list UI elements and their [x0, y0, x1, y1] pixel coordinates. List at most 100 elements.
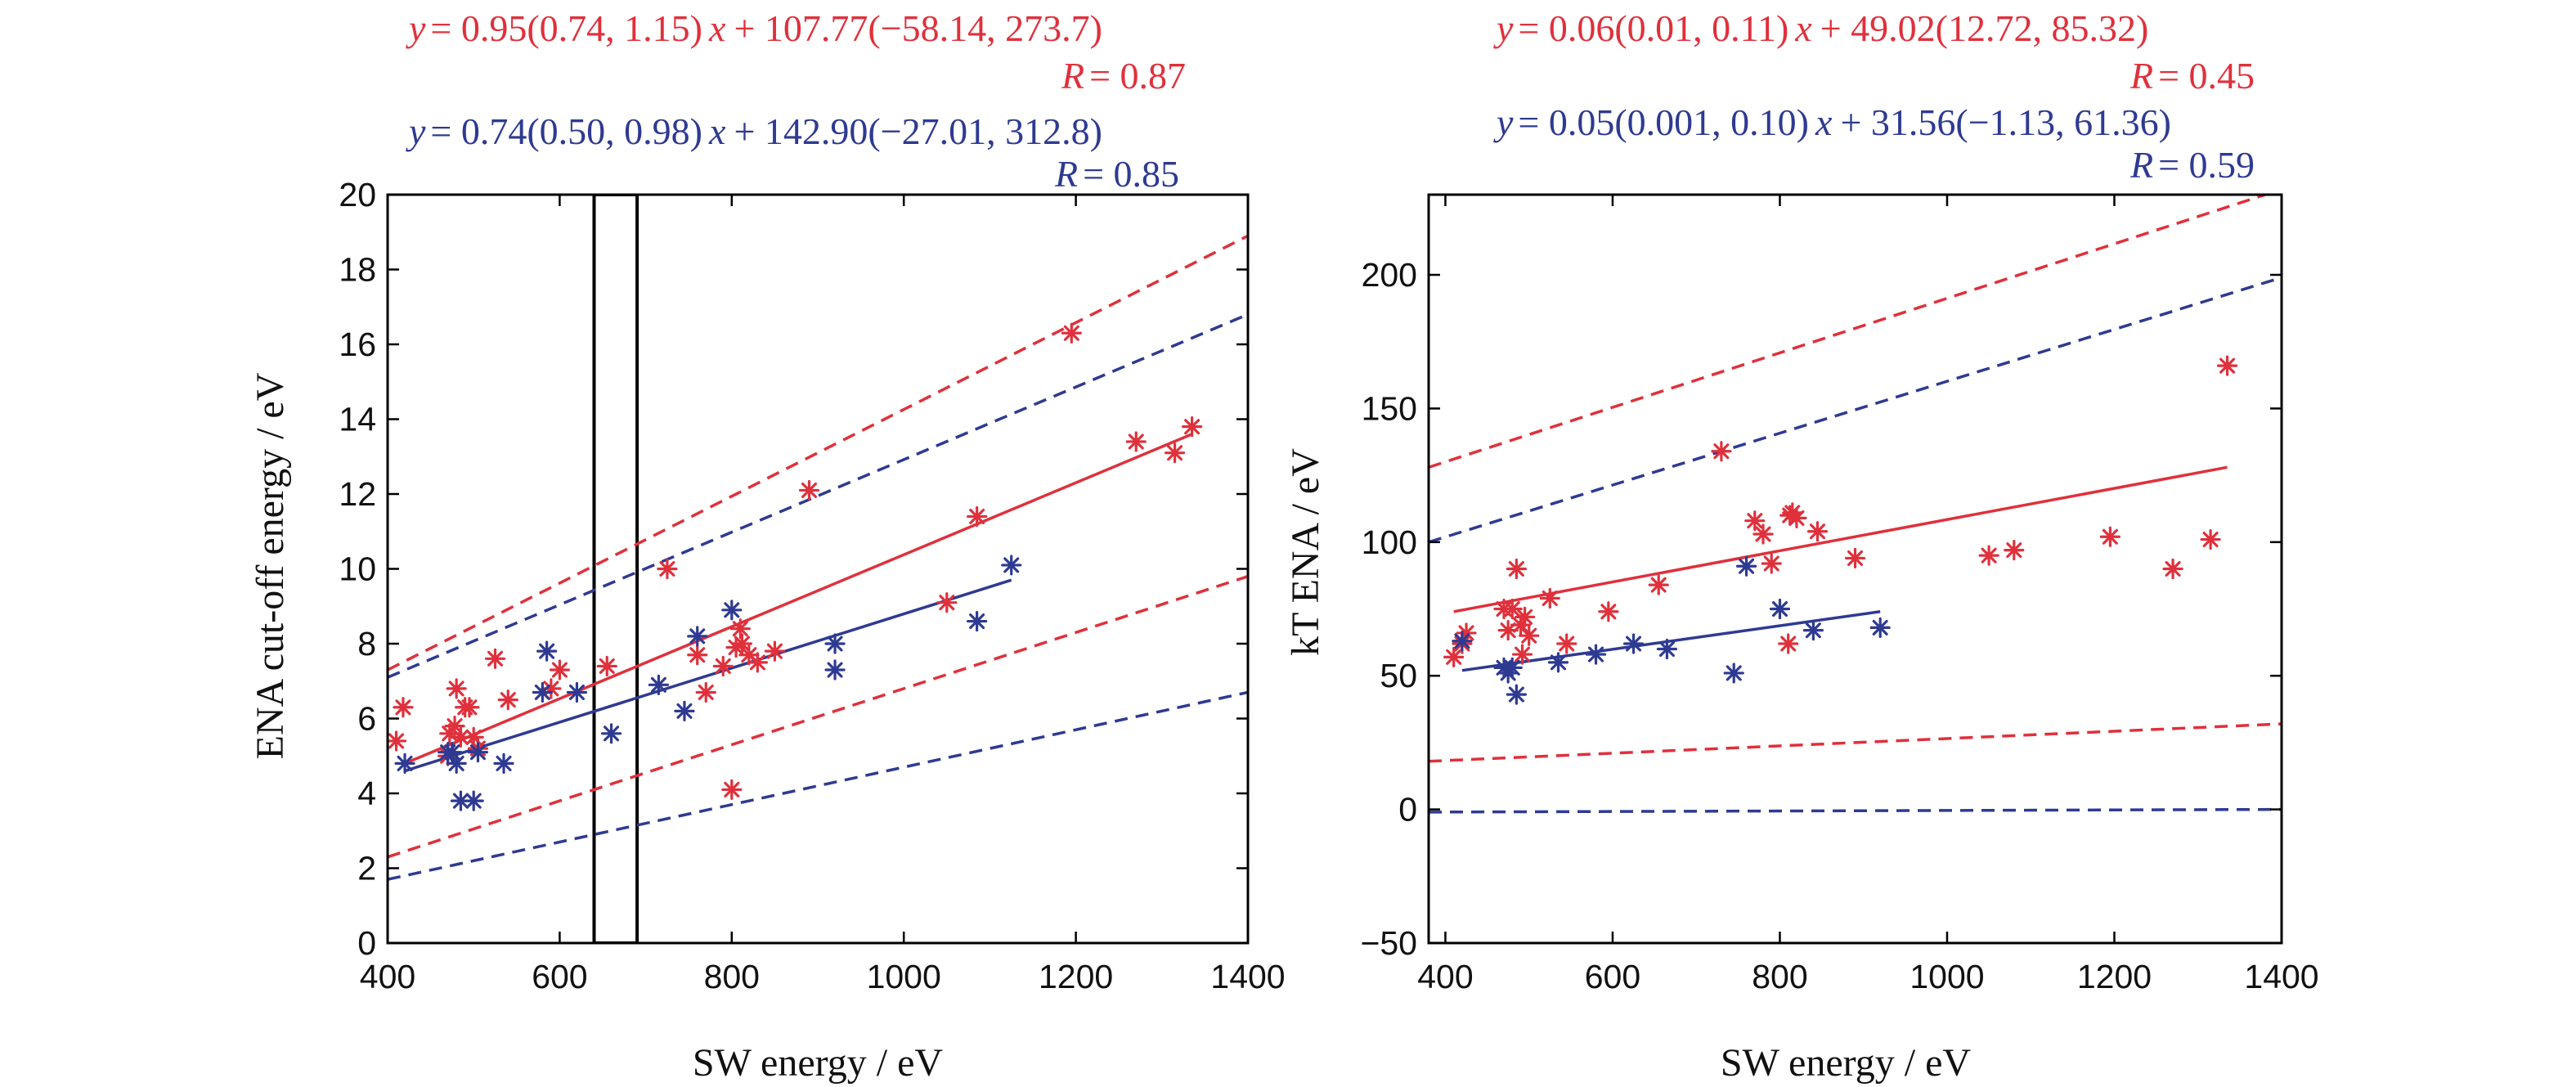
right-blue-fit-line: [1461, 610, 1881, 672]
right-blue-confidence-upper: [1429, 276, 2282, 544]
right-axes-frame: [1427, 193, 2283, 945]
left-red-data-point: [936, 592, 958, 613]
left-x-axis-label: SW energy / eV: [693, 1041, 944, 1085]
left-x-tick-label: 600: [532, 958, 587, 995]
right-blue-data-point: [1735, 555, 1757, 577]
left-blue-data-point: [687, 626, 708, 647]
left-red-data-point: [497, 689, 518, 711]
left-red-fit-line: [404, 433, 1193, 766]
right-x-tick-label: 1000: [1910, 958, 1984, 995]
left-axes-frame: [386, 193, 1250, 945]
left-plot-area: [388, 195, 1248, 943]
left-blue-data-point: [493, 752, 514, 775]
left-blue-confidence-lower: [388, 690, 1248, 881]
left-y-tick-label: 4: [357, 775, 376, 812]
left-red-data-point: [764, 640, 786, 662]
right-blue-r-value: R = 0.59: [2129, 144, 2255, 186]
right-x-tick-label: 1400: [2244, 958, 2318, 995]
right-blue-data-point: [1501, 657, 1523, 679]
left-red-data-point: [1125, 431, 1147, 452]
left-red-r-value: R = 0.87: [1061, 55, 1186, 97]
right-blue-data-point: [1769, 598, 1791, 620]
right-red-equation: y = 0.06(0.01, 0.11) x + 49.02(12.72, 85.32…: [1493, 7, 2148, 49]
right-x-tick-label: 600: [1585, 958, 1640, 995]
right-blue-data-point: [1723, 663, 1744, 684]
right-red-data-point: [1711, 441, 1732, 462]
left-y-tick-label: 16: [339, 326, 376, 363]
left-y-tick-label: 20: [339, 176, 376, 213]
right-blue-data-point: [1869, 617, 1891, 638]
left-blue-data-point: [721, 600, 743, 621]
left-blue-data-point: [394, 752, 415, 775]
left-red-data-point: [459, 697, 480, 718]
left-red-data-point: [747, 652, 768, 673]
left-y-tick-label: 18: [339, 251, 376, 289]
right-plot-area: [1429, 195, 2282, 814]
left-y-tick-label: 8: [357, 625, 376, 663]
left-x-tick-label: 400: [360, 958, 415, 995]
left-y-tick-label: 0: [357, 924, 376, 962]
left-red-data-point: [549, 659, 571, 680]
left-red-data-point: [687, 645, 708, 666]
left-red-data-point: [695, 681, 716, 703]
left-blue-confidence-upper: [388, 312, 1248, 679]
right-red-data-point: [1844, 547, 1866, 569]
left-blue-equation: y = 0.74(0.50, 0.98) x + 142.90(−27.01, 312…: [406, 110, 1102, 152]
left-red-data-point: [484, 648, 506, 669]
left-blue-data-point: [566, 681, 588, 703]
left-blue-data-point: [674, 700, 695, 721]
left-y-tick-label: 12: [339, 475, 376, 513]
right-blue-equation: y = 0.05(0.001, 0.10) x + 31.56(−1.13, 61.3…: [1493, 101, 2171, 143]
right-blue-data-point: [1547, 652, 1569, 673]
left-red-data-point: [721, 779, 743, 801]
right-y-tick-label: 100: [1362, 523, 1417, 561]
left-y-tick-label: 14: [339, 401, 376, 438]
right-red-data-point: [1501, 598, 1523, 620]
right-red-data-point: [1648, 574, 1669, 595]
right-blue-data-point: [1506, 684, 1527, 705]
right-x-tick-label: 1200: [2077, 958, 2152, 995]
right-red-data-point: [2162, 558, 2183, 580]
left-x-tick-label: 1200: [1039, 958, 1113, 995]
left-y-tick-label: 10: [339, 550, 376, 588]
right-blue-data-point: [1452, 631, 1473, 652]
left-red-data-point: [450, 726, 472, 748]
right-y-axis-label: kT ENA / eV: [1284, 448, 1327, 656]
left-red-data-point: [446, 678, 467, 699]
left-red-data-point: [393, 697, 414, 718]
right-red-data-point: [1519, 625, 1540, 646]
left-red-data-point: [738, 645, 760, 666]
left-red-data-point: [1182, 416, 1203, 438]
left-red-data-point: [596, 655, 617, 677]
right-blue-data-point: [1622, 633, 1645, 654]
right-y-tick-label: 0: [1398, 791, 1417, 829]
left-blue-data-point: [1001, 555, 1022, 576]
left-highlight-box: [592, 195, 640, 943]
right-x-tick-label: 800: [1752, 958, 1807, 995]
right-red-data-point: [1511, 644, 1533, 665]
left-blue-data-point: [467, 742, 489, 763]
left-red-data-point: [1061, 322, 1082, 344]
left-red-confidence-lower: [388, 574, 1248, 859]
left-blue-data-point: [648, 674, 669, 695]
right-red-data-point: [2004, 540, 2025, 561]
left-x-tick-label: 800: [704, 958, 760, 995]
left-x-tick-label: 1400: [1210, 958, 1285, 995]
right-red-data-point: [1761, 553, 1782, 574]
right-red-data-point: [1443, 646, 1465, 667]
right-red-data-point: [1514, 606, 1536, 627]
left-chart: ENA cut-off energy / eV SW energy / eV 4…: [249, 176, 1286, 1085]
right-red-data-point: [1539, 587, 1560, 609]
right-y-tick-label: 50: [1380, 657, 1417, 694]
left-blue-r-value: R = 0.85: [1054, 153, 1179, 195]
left-blue-fit-line: [404, 578, 1012, 773]
right-red-data-point: [1978, 545, 1999, 566]
left-y-tick-label: 6: [357, 700, 376, 738]
right-red-data-point: [2099, 526, 2120, 547]
left-blue-data-point: [967, 610, 988, 632]
left-blue-data-point: [600, 723, 622, 744]
right-red-r-value: R = 0.45: [2129, 55, 2255, 97]
left-blue-data-point: [824, 659, 846, 680]
right-y-tick-label: −50: [1360, 924, 1417, 962]
